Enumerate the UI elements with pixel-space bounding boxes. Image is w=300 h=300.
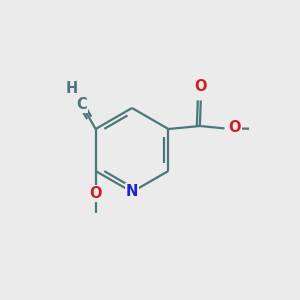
Text: O: O <box>228 120 241 135</box>
Text: C: C <box>76 97 87 112</box>
Text: O: O <box>89 186 102 201</box>
Text: O: O <box>194 79 207 94</box>
Text: H: H <box>66 81 78 96</box>
Text: N: N <box>126 184 138 200</box>
